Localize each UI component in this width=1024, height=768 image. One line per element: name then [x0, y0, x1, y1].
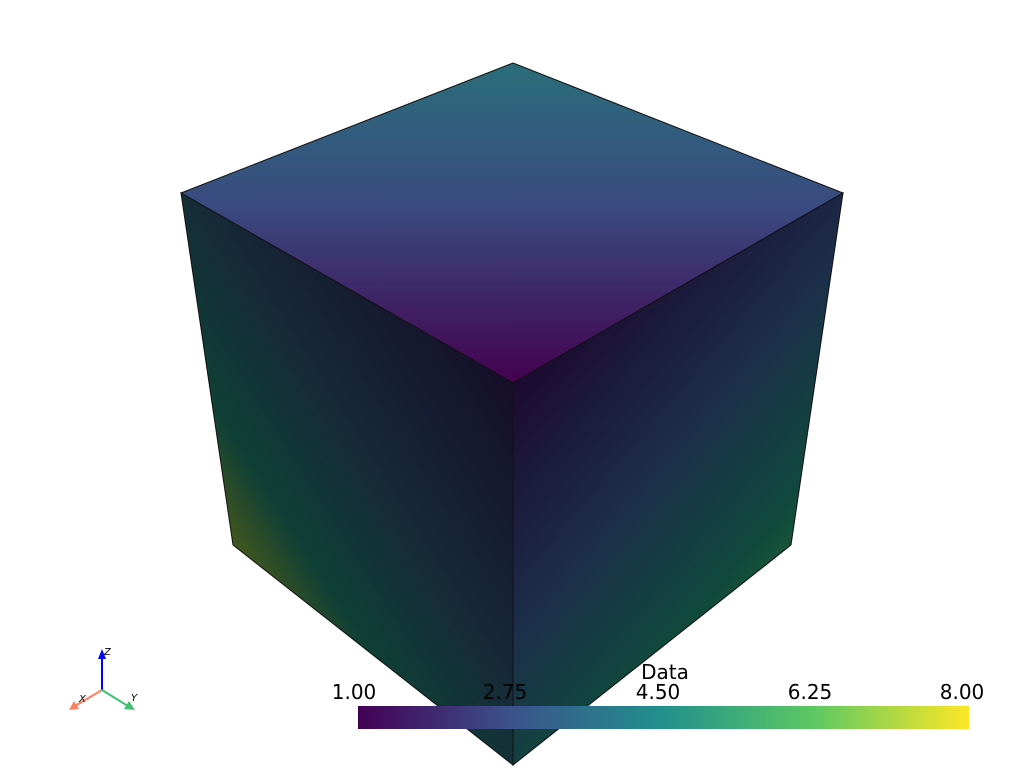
- scalar-bar-gradient: [358, 706, 969, 729]
- y-axis-arrow-icon: [124, 701, 135, 710]
- x-axis-line: [74, 689, 103, 707]
- y-axis-line: [101, 689, 129, 707]
- scalar-bar-title: Data: [641, 660, 689, 684]
- z-axis-label: Z: [103, 647, 112, 658]
- scalar-bar-tick: 2.75: [482, 680, 528, 704]
- scalar-bar-tick: 8.00: [939, 680, 985, 704]
- scalar-bar-tick: 4.50: [635, 680, 681, 704]
- scalar-bar-tick: 6.25: [787, 680, 833, 704]
- y-axis-label: Y: [131, 693, 138, 704]
- z-axis-arrow-icon: [98, 649, 106, 659]
- x-axis-arrow-icon: [69, 701, 79, 710]
- cube-mesh: [179, 62, 845, 767]
- orientation-axes: Z X Y: [69, 647, 138, 710]
- scalar-bar-tick: 1.00: [331, 680, 377, 704]
- cube-right-face: [512, 192, 844, 767]
- x-axis-label: X: [78, 694, 87, 705]
